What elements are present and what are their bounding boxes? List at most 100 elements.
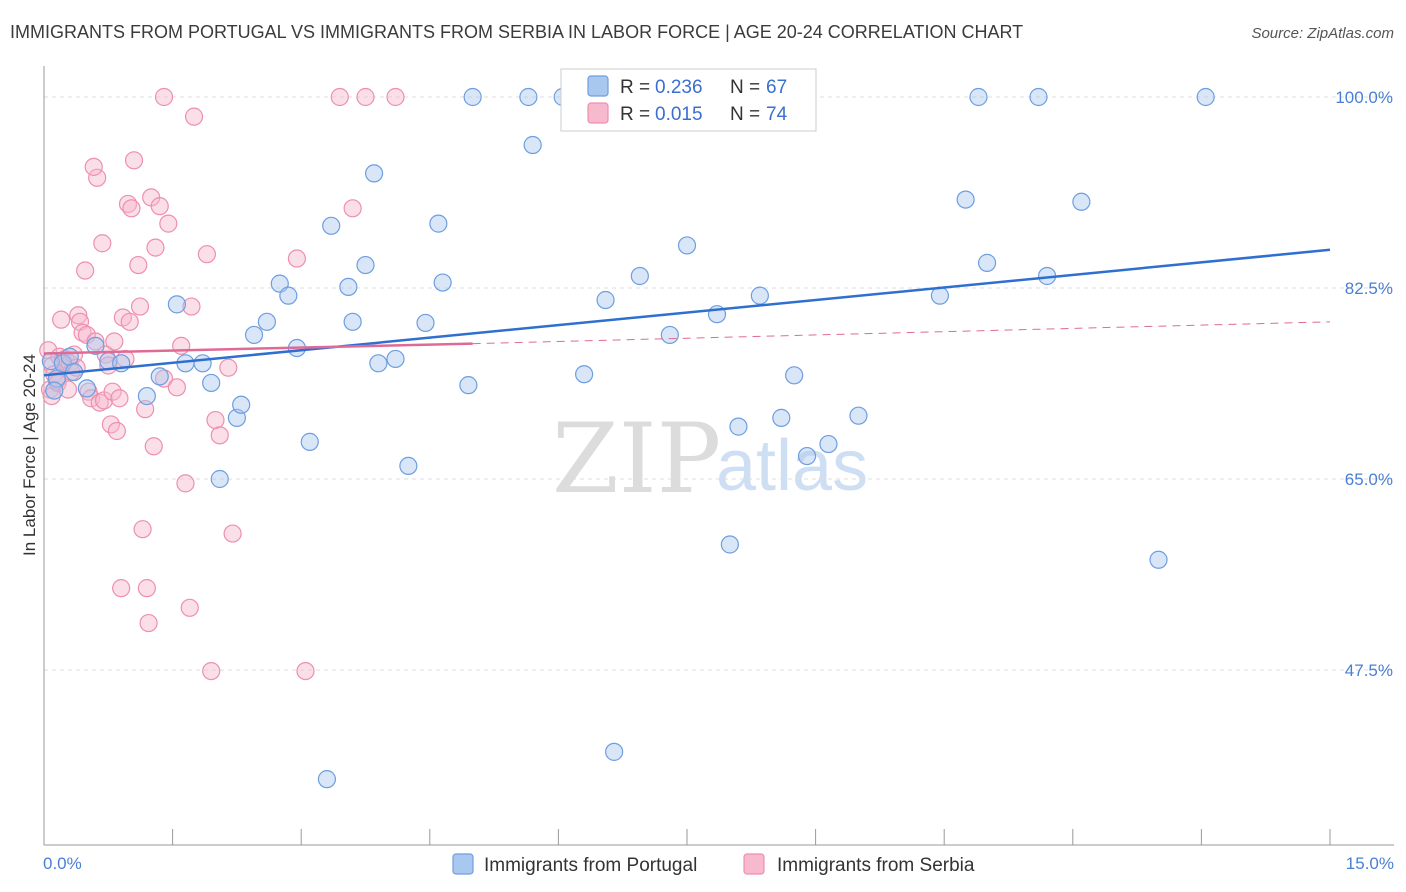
y-tick-label: 65.0%: [1345, 470, 1393, 489]
portugal-point: [322, 216, 341, 235]
portugal-point: [300, 432, 319, 451]
portugal-point: [956, 190, 975, 209]
portugal-point: [1149, 550, 1168, 569]
portugal-point: [150, 367, 169, 386]
serbia-point: [88, 168, 107, 187]
portugal-point: [1029, 87, 1048, 107]
y-axis-label: In Labor Force | Age 20-24: [20, 354, 39, 556]
portugal-point: [279, 286, 298, 305]
legend-r-value-portugal: 0.236: [655, 77, 703, 98]
trend-lines: [43, 248, 1331, 377]
portugal-point: [399, 456, 418, 476]
serbia-point: [172, 336, 191, 355]
portugal-point: [369, 354, 388, 373]
y-tick-label: 100.0%: [1335, 88, 1393, 107]
portugal-point: [772, 408, 791, 427]
portugal-point: [45, 381, 64, 400]
portugal-point: [343, 312, 362, 331]
series-legend-swatch-portugal: [452, 853, 474, 875]
serbia-point: [144, 437, 163, 456]
serbia-point: [139, 613, 158, 633]
portugal-point: [137, 386, 156, 406]
portugal-point: [193, 354, 212, 373]
serbia-point: [137, 579, 156, 598]
serbia-point: [219, 358, 238, 377]
serbia-point: [184, 107, 204, 126]
portugal-point: [167, 295, 186, 314]
portugal-point: [819, 434, 838, 454]
portugal-point: [575, 365, 594, 384]
portugal-point: [660, 325, 679, 345]
x-tick-label-min: 0.0%: [43, 854, 82, 873]
serbia-point: [202, 661, 221, 681]
series-legend-label-serbia: Immigrants from Serbia: [777, 855, 975, 876]
portugal-point: [630, 266, 649, 286]
portugal-point: [519, 87, 538, 107]
x-tick-label-max: 15.0%: [1346, 854, 1394, 873]
legend-swatch-portugal: [587, 75, 609, 97]
serbia-point: [103, 382, 122, 401]
y-tick-labels: 100.0% 82.5% 65.0% 47.5%: [1335, 88, 1393, 680]
portugal-point: [750, 286, 769, 305]
portugal-point: [1196, 87, 1215, 107]
portugal-point: [1072, 192, 1091, 211]
portugal-point: [969, 87, 988, 107]
portugal-point: [729, 417, 748, 436]
portugal-point: [257, 312, 277, 331]
portugal-point: [232, 395, 251, 414]
portugal-points: [41, 87, 1215, 789]
series-legend-swatch-serbia: [743, 853, 765, 875]
portugal-point: [429, 214, 448, 233]
serbia-point: [330, 87, 349, 107]
watermark-zip: ZIP: [552, 403, 721, 515]
watermark-atlas: atlas: [716, 426, 868, 506]
portugal-point: [463, 87, 482, 107]
serbia-point: [296, 661, 315, 681]
watermark: ZIP atlas: [552, 403, 868, 515]
serbia-point: [223, 524, 242, 543]
serbia-point: [206, 410, 225, 430]
serbia-point: [52, 310, 71, 329]
serbia-point: [107, 421, 126, 441]
serbia-point: [84, 157, 103, 176]
legend-r-label-portugal: R =: [620, 77, 650, 98]
serbia-point: [146, 238, 165, 257]
portugal-point: [797, 446, 817, 466]
serbia-trend-line: [43, 342, 473, 355]
serbia-point: [133, 520, 152, 539]
portugal-trend-line: [43, 248, 1331, 377]
serbia-point: [76, 261, 95, 280]
legend-n-value-serbia: 74: [766, 104, 788, 125]
y-tick-label: 82.5%: [1345, 279, 1393, 298]
chart-title: IMMIGRANTS FROM PORTUGAL VS IMMIGRANTS F…: [10, 22, 1023, 42]
portugal-point: [459, 376, 478, 395]
portugal-point: [605, 742, 624, 761]
serbia-point: [180, 598, 199, 617]
portugal-point: [317, 770, 337, 789]
gridlines: [44, 96, 1394, 671]
portugal-point: [677, 236, 697, 255]
portugal-point: [523, 135, 542, 155]
legend-n-label-portugal: N =: [730, 77, 760, 98]
portugal-point: [77, 379, 96, 398]
portugal-point: [720, 535, 739, 554]
chart-source: Source: ZipAtlas.com: [1251, 25, 1394, 42]
serbia-point: [110, 389, 129, 408]
legend-n-value-portugal: 67: [766, 77, 787, 98]
portugal-point: [386, 349, 405, 369]
serbia-point: [182, 297, 201, 316]
serbia-point: [176, 474, 195, 493]
serbia-point: [343, 199, 362, 218]
portugal-point: [60, 347, 79, 366]
stats-legend: R = 0.236 N = 67 R = 0.015 N = 74: [560, 68, 817, 132]
serbia-point: [58, 380, 78, 399]
serbia-trend-extension: [472, 321, 1331, 345]
portugal-point: [785, 366, 804, 385]
serbia-point: [150, 197, 169, 216]
serbia-point: [122, 199, 141, 218]
portugal-point: [86, 336, 105, 355]
serbia-point: [386, 87, 405, 107]
legend-swatch-serbia: [587, 102, 609, 124]
serbia-point: [69, 306, 88, 325]
